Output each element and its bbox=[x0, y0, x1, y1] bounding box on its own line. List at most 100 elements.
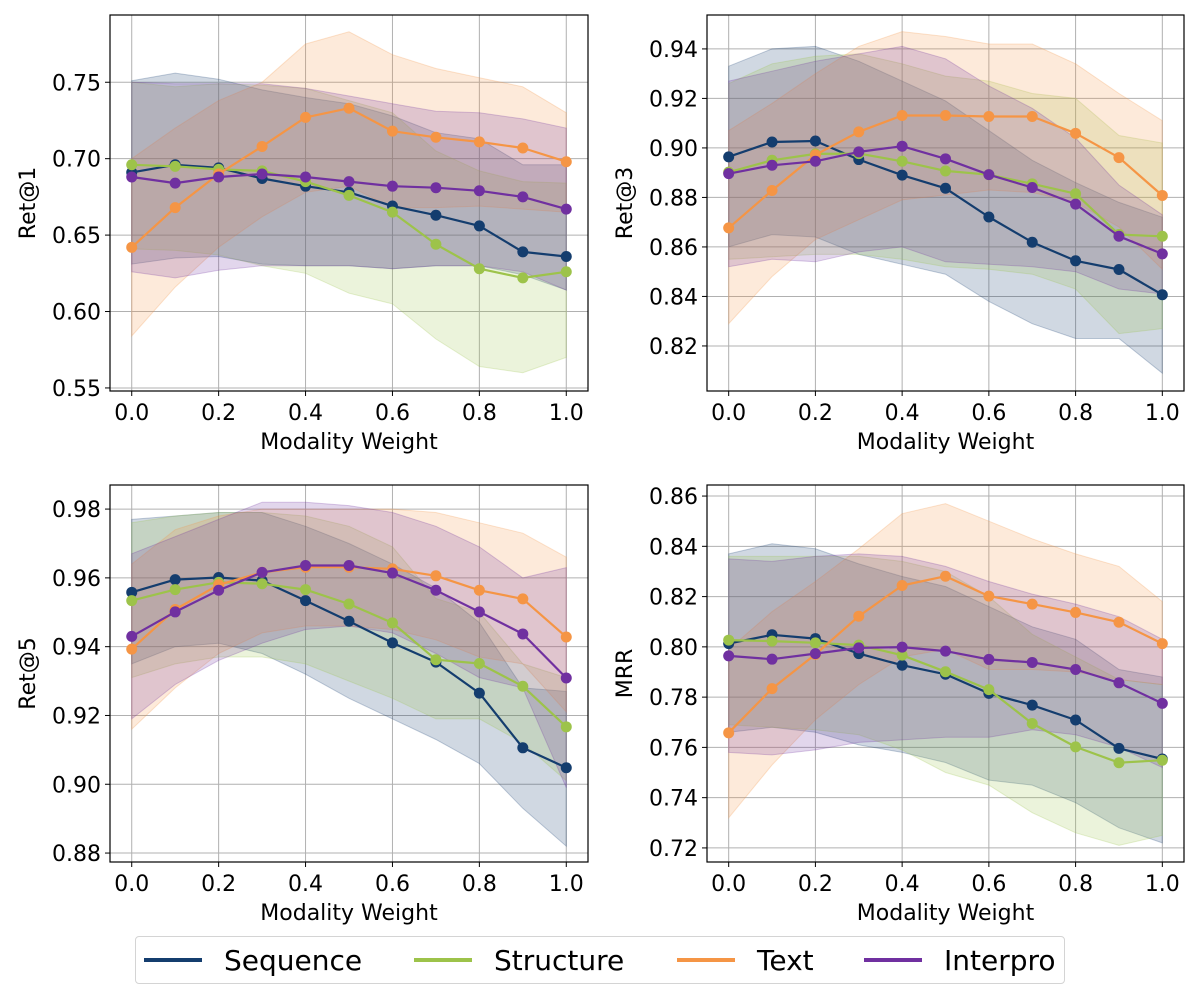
y-tick-label: 0.82 bbox=[649, 335, 698, 360]
marker-text bbox=[300, 111, 312, 123]
marker-sequence bbox=[560, 762, 572, 774]
marker-sequence bbox=[1070, 714, 1082, 726]
y-tick-label: 0.70 bbox=[52, 148, 101, 173]
axes-frame bbox=[706, 14, 1185, 392]
marker-interpro bbox=[126, 171, 138, 183]
x-axis-label: Modality Weight bbox=[857, 430, 1035, 455]
y-tick-label: 0.98 bbox=[52, 498, 101, 523]
marker-structure bbox=[940, 165, 951, 177]
marker-text bbox=[386, 125, 398, 137]
marker-interpro bbox=[766, 653, 778, 665]
marker-interpro bbox=[1026, 182, 1038, 194]
y-tick-label: 0.86 bbox=[649, 236, 698, 261]
y-tick-label: 0.78 bbox=[649, 686, 698, 711]
y-axis-label: Ret@5 bbox=[16, 637, 41, 709]
legend-swatch-interpro bbox=[864, 958, 922, 962]
marker-interpro bbox=[169, 177, 181, 189]
x-tick-label: 0.4 bbox=[288, 872, 323, 897]
axes-frame bbox=[109, 14, 589, 392]
marker-structure bbox=[517, 272, 529, 284]
marker-interpro bbox=[343, 559, 355, 571]
x-tick-label: 0.2 bbox=[201, 872, 236, 897]
marker-structure bbox=[430, 238, 442, 250]
marker-interpro bbox=[300, 559, 312, 571]
y-tick-label: 0.94 bbox=[52, 636, 101, 661]
marker-structure bbox=[1156, 230, 1168, 242]
y-axis-label: MRR bbox=[613, 649, 638, 699]
marker-structure bbox=[896, 649, 908, 661]
marker-text bbox=[560, 631, 572, 643]
legend-swatch-text bbox=[677, 958, 735, 962]
marker-text bbox=[896, 580, 908, 592]
marker-sequence bbox=[473, 220, 485, 232]
marker-sequence bbox=[126, 586, 138, 598]
legend-label-sequence: Sequence bbox=[224, 943, 363, 977]
y-tick-label: 0.60 bbox=[52, 301, 101, 326]
band-structure bbox=[131, 81, 567, 374]
plot-area bbox=[126, 501, 572, 848]
marker-structure bbox=[430, 654, 442, 666]
marker-interpro bbox=[169, 606, 181, 618]
marker-sequence bbox=[517, 742, 529, 754]
plot-area bbox=[723, 31, 1168, 375]
marker-text bbox=[343, 102, 355, 114]
marker-structure bbox=[896, 155, 908, 167]
marker-interpro bbox=[766, 159, 778, 171]
marker-interpro bbox=[983, 169, 995, 181]
marker-text bbox=[1113, 152, 1125, 164]
axes-frame bbox=[706, 484, 1185, 863]
marker-sequence bbox=[517, 246, 529, 258]
x-tick-label: 1.0 bbox=[1145, 401, 1180, 426]
plot-area bbox=[723, 503, 1168, 846]
marker-interpro bbox=[809, 155, 821, 167]
x-tick-label: 0.0 bbox=[114, 401, 149, 426]
marker-interpro bbox=[300, 171, 312, 183]
legend-label-text: Text bbox=[757, 943, 814, 977]
marker-text bbox=[430, 570, 442, 582]
marker-sequence bbox=[1113, 742, 1125, 754]
marker-sequence bbox=[169, 574, 181, 586]
marker-structure bbox=[983, 684, 995, 696]
marker-structure bbox=[1070, 741, 1082, 753]
x-tick-label: 0.8 bbox=[1058, 401, 1093, 426]
marker-sequence bbox=[1156, 289, 1168, 301]
marker-interpro bbox=[1026, 656, 1038, 668]
marker-text bbox=[766, 184, 778, 196]
x-tick-label: 0.6 bbox=[971, 401, 1006, 426]
marker-text bbox=[723, 222, 735, 234]
legend-item-text: Text bbox=[677, 937, 814, 983]
marker-text bbox=[517, 593, 529, 605]
marker-sequence bbox=[766, 136, 778, 148]
x-tick-label: 0.8 bbox=[462, 872, 497, 897]
plot-area bbox=[126, 31, 572, 374]
x-axis-label: Modality Weight bbox=[260, 901, 438, 926]
x-tick-label: 0.4 bbox=[885, 401, 920, 426]
x-tick-label: 0.0 bbox=[711, 401, 746, 426]
y-tick-label: 0.76 bbox=[649, 736, 698, 761]
marker-sequence bbox=[1113, 263, 1125, 275]
y-tick-label: 0.90 bbox=[52, 773, 101, 798]
marker-sequence bbox=[343, 615, 355, 627]
marker-structure bbox=[256, 578, 268, 590]
y-tick-label: 0.88 bbox=[52, 842, 101, 867]
x-tick-label: 0.8 bbox=[462, 401, 497, 426]
marker-interpro bbox=[809, 648, 821, 660]
marker-sequence bbox=[386, 637, 398, 649]
marker-interpro bbox=[560, 672, 572, 684]
marker-interpro bbox=[473, 185, 485, 197]
x-tick-label: 0.6 bbox=[375, 872, 410, 897]
marker-interpro bbox=[256, 566, 268, 578]
legend-label-structure: Structure bbox=[494, 943, 625, 977]
marker-structure bbox=[809, 637, 821, 649]
marker-interpro bbox=[723, 168, 735, 180]
band-text bbox=[728, 503, 1163, 820]
marker-text bbox=[853, 126, 865, 138]
marker-text bbox=[430, 131, 442, 143]
marker-interpro bbox=[723, 650, 735, 662]
marker-sequence bbox=[560, 250, 572, 262]
marker-structure bbox=[517, 680, 529, 692]
x-axis-label: Modality Weight bbox=[857, 901, 1035, 926]
marker-text bbox=[983, 110, 995, 122]
marker-interpro bbox=[517, 191, 529, 203]
marker-interpro bbox=[256, 168, 268, 180]
